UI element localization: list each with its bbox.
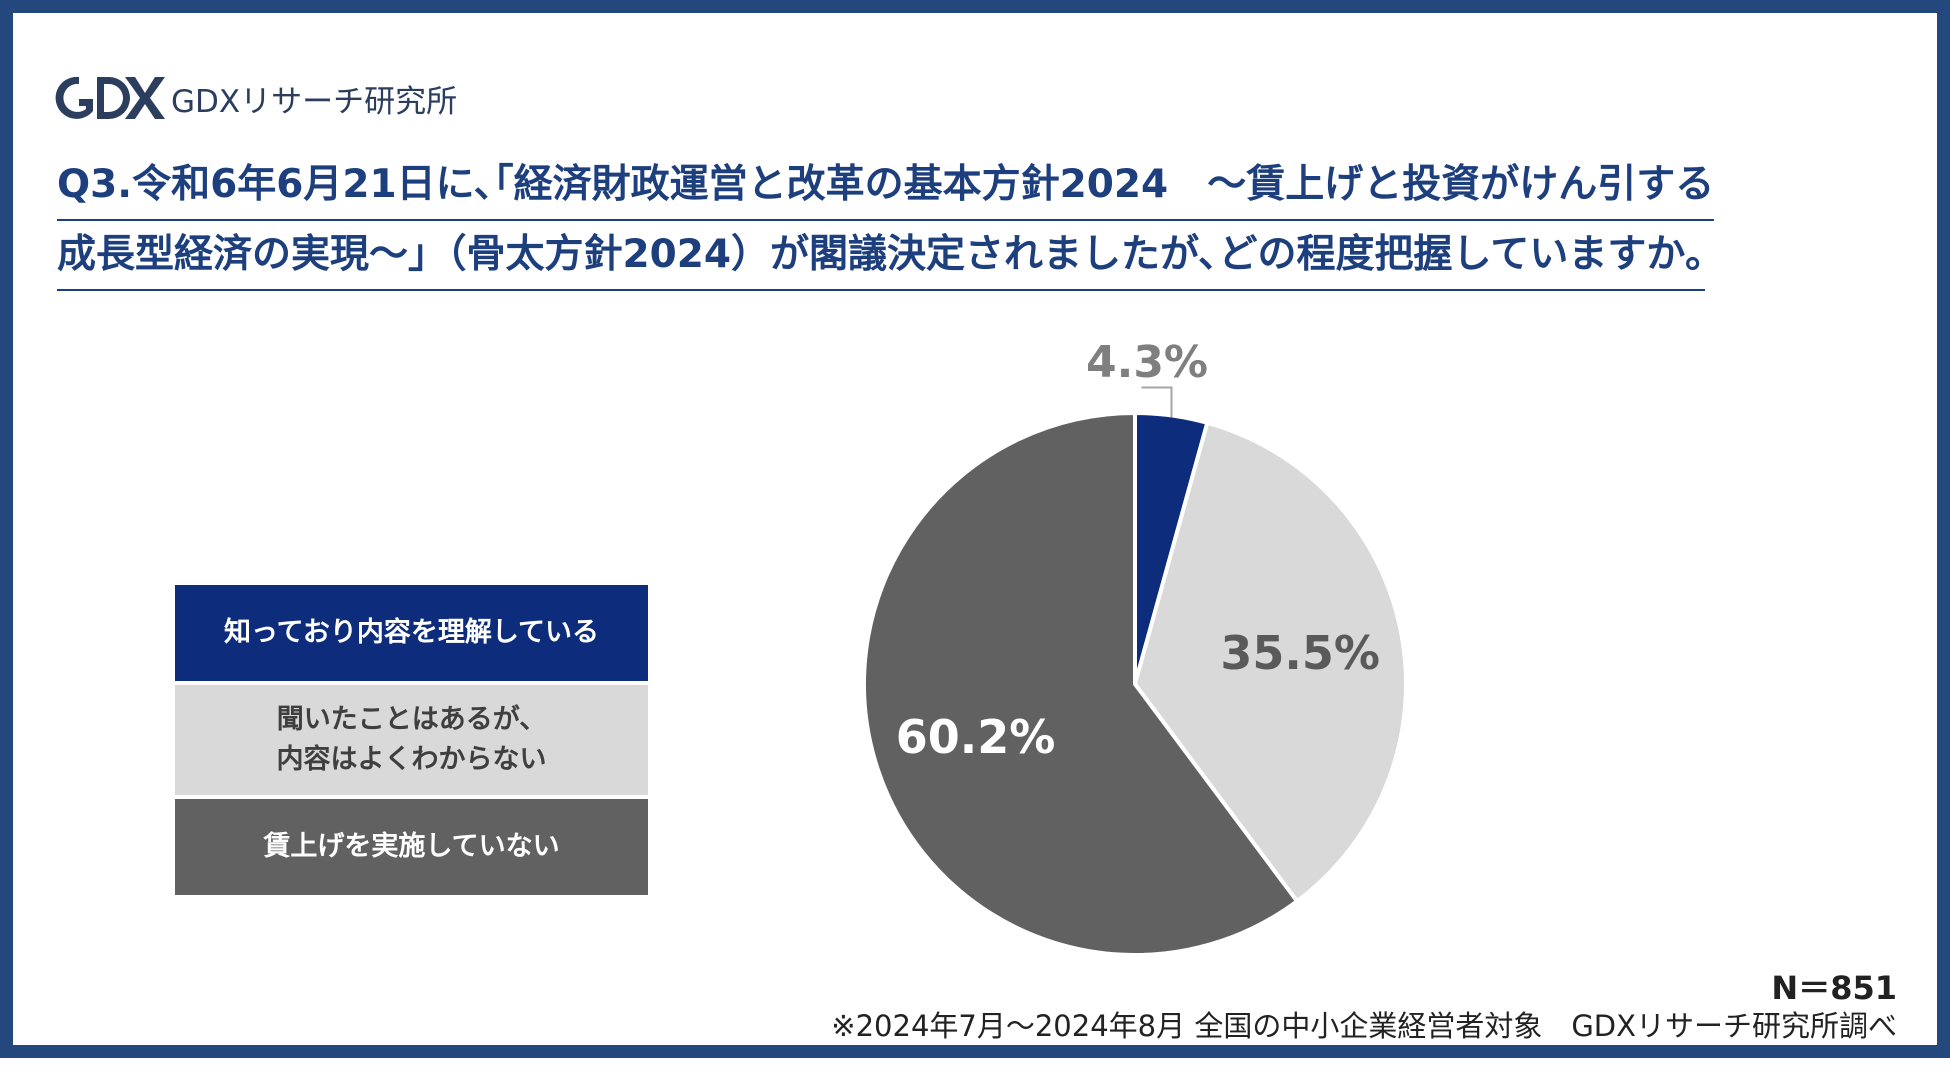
leader-line [1141, 386, 1173, 418]
brand-name: GDXリサーチ研究所 [171, 83, 458, 120]
source-note: ※2024年7月～2024年8月 全国の中小企業経営者対象 GDXリサーチ研究所… [831, 1009, 1897, 1043]
question-title: Q3.令和6年6月21日に､｢経済財政運営と改革の基本方針2024 ～賃上げと投… [57, 151, 1937, 291]
data-label-heard: 35.5% [1220, 626, 1380, 680]
chart-legend: 知っており内容を理解している 聞いたことはあるが、 内容はよくわからない 賃上げ… [175, 585, 648, 899]
brand-logo: GDXリサーチ研究所 [49, 69, 457, 127]
legend-item-not-implemented: 賃上げを実施していない [175, 799, 648, 895]
gdx-logo-icon [55, 76, 165, 119]
question-line-1: Q3.令和6年6月21日に､｢経済財政運営と改革の基本方針2024 ～賃上げと投… [57, 151, 1715, 221]
pie-slice-not-implemented [862, 411, 1300, 957]
legend-item-label-line2: 内容はよくわからない [276, 744, 547, 775]
data-label-not-implemented: 60.2% [896, 710, 1056, 764]
legend-item-heard: 聞いたことはあるが、 内容はよくわからない [175, 685, 648, 795]
pie-slice-heard [1133, 420, 1408, 904]
legend-item-understand: 知っており内容を理解している [175, 585, 648, 681]
question-line-2: 成長型経済の実現～｣（骨太方針2024）が閣議決定されましたが､どの程度把握して… [57, 221, 1705, 291]
pie-chart: 4.3% 35.5% 60.2% [862, 337, 1408, 957]
legend-item-label: 聞いたことはあるが、 [276, 704, 547, 735]
legend-item-label: 知っており内容を理解している [223, 617, 600, 648]
data-label-understand: 4.3% [1086, 337, 1208, 388]
legend-item-label: 賃上げを実施していない [263, 831, 560, 862]
sample-size: N＝851 [1771, 969, 1897, 1007]
